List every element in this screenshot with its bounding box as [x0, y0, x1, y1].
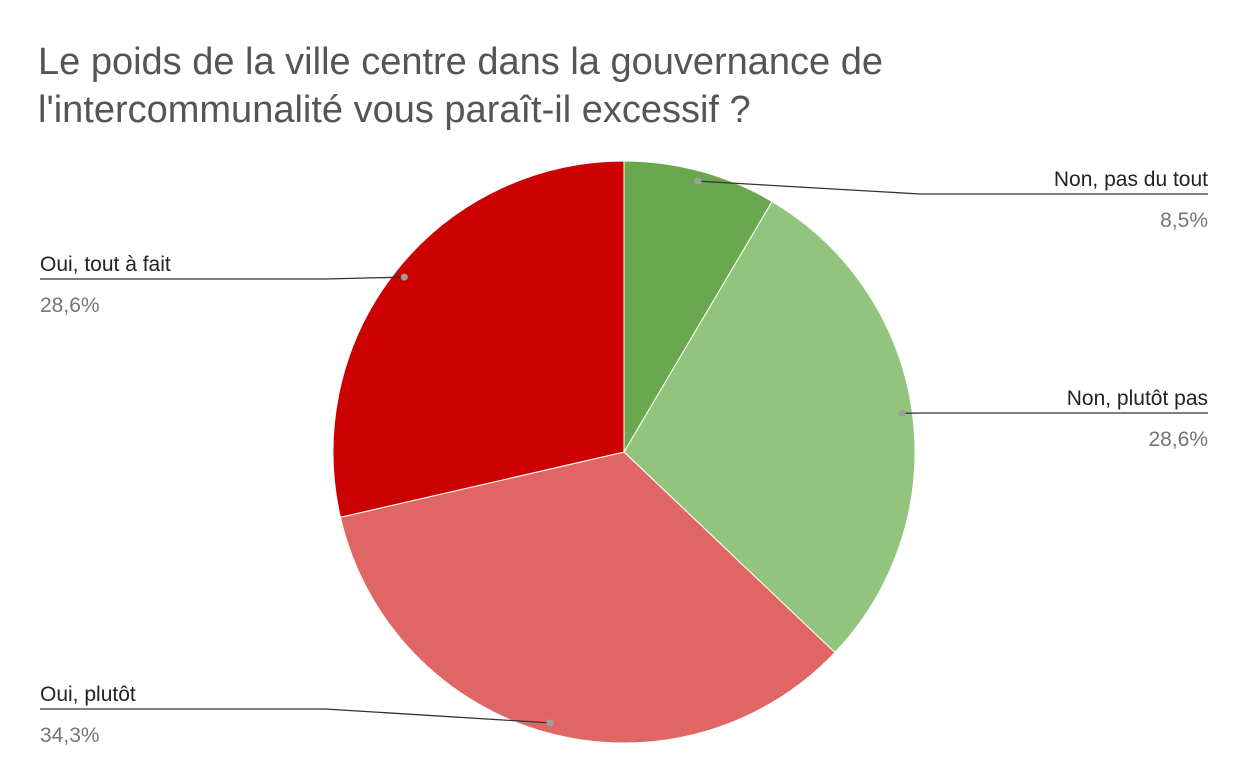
slice-value-oui-tout-a-fait: 28,6% — [40, 294, 100, 317]
slice-label-non-pas-du-tout: Non, pas du tout — [1054, 168, 1208, 191]
leader-dot-oui-tout-a-fait — [400, 273, 408, 281]
leader-line-non-pas-du-tout — [698, 180, 1208, 195]
pie-slice-non-pas-du-tout — [623, 160, 773, 454]
slice-label-oui-tout-a-fait: Oui, tout à fait — [40, 253, 171, 276]
slice-value-non-pas-du-tout: 8,5% — [1160, 209, 1208, 232]
pie-slice-oui-tout-a-fait — [332, 160, 625, 518]
chart-title: Le poids de la ville centre dans la gouv… — [38, 41, 884, 131]
leader-dot-non-pas-du-tout — [694, 177, 702, 185]
pie-slice-oui-plutot — [339, 451, 836, 744]
slice-value-non-plutot-pas: 28,6% — [1148, 428, 1208, 451]
leader-line-oui-plutot — [40, 708, 550, 724]
slice-label-oui-plutot: Oui, plutôt — [40, 683, 136, 706]
slice-value-oui-plutot: 34,3% — [40, 724, 100, 747]
leader-dot-oui-plutot — [546, 719, 554, 727]
slice-label-non-plutot-pas: Non, plutôt pas — [1067, 387, 1208, 410]
leader-line-oui-tout-a-fait — [40, 276, 405, 280]
pie-slice-non-plutot-pas — [623, 200, 916, 654]
leader-dot-non-plutot-pas — [898, 409, 906, 417]
